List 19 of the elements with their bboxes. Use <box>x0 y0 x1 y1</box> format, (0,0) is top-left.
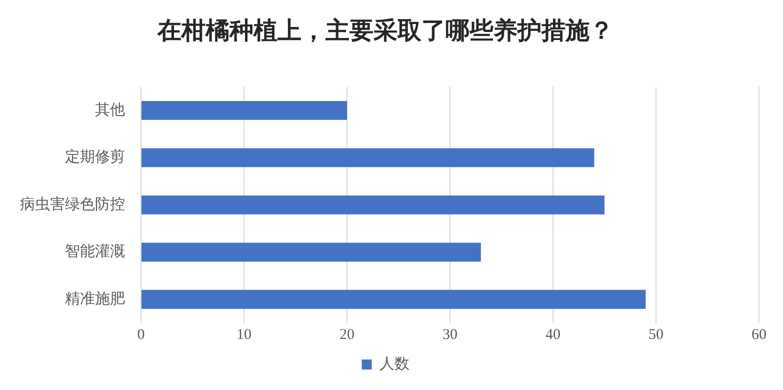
x-tick-label: 20 <box>340 326 354 343</box>
x-tick-label: 10 <box>236 326 252 343</box>
x-tick-label: 30 <box>442 326 458 343</box>
bar <box>142 195 604 214</box>
x-tick-label: 0 <box>137 326 145 343</box>
x-tick-label: 60 <box>752 326 766 343</box>
bar <box>142 242 481 262</box>
chart-title: 在柑橘种植上，主要采取了哪些养护措施？ <box>156 16 614 45</box>
y-tick-label: 病虫害绿色防控 <box>20 196 125 213</box>
y-tick-label: 定期修剪 <box>65 148 125 166</box>
y-tick-label: 智能灌溉 <box>65 243 125 260</box>
bar <box>142 148 594 168</box>
legend-label: 人数 <box>379 356 410 372</box>
bar <box>142 290 646 309</box>
x-tick-label: 40 <box>546 326 560 343</box>
bar <box>142 100 347 120</box>
x-tick-label: 50 <box>648 326 664 343</box>
y-tick-label: 其他 <box>95 101 125 118</box>
y-tick-label: 精准施肥 <box>65 290 125 308</box>
